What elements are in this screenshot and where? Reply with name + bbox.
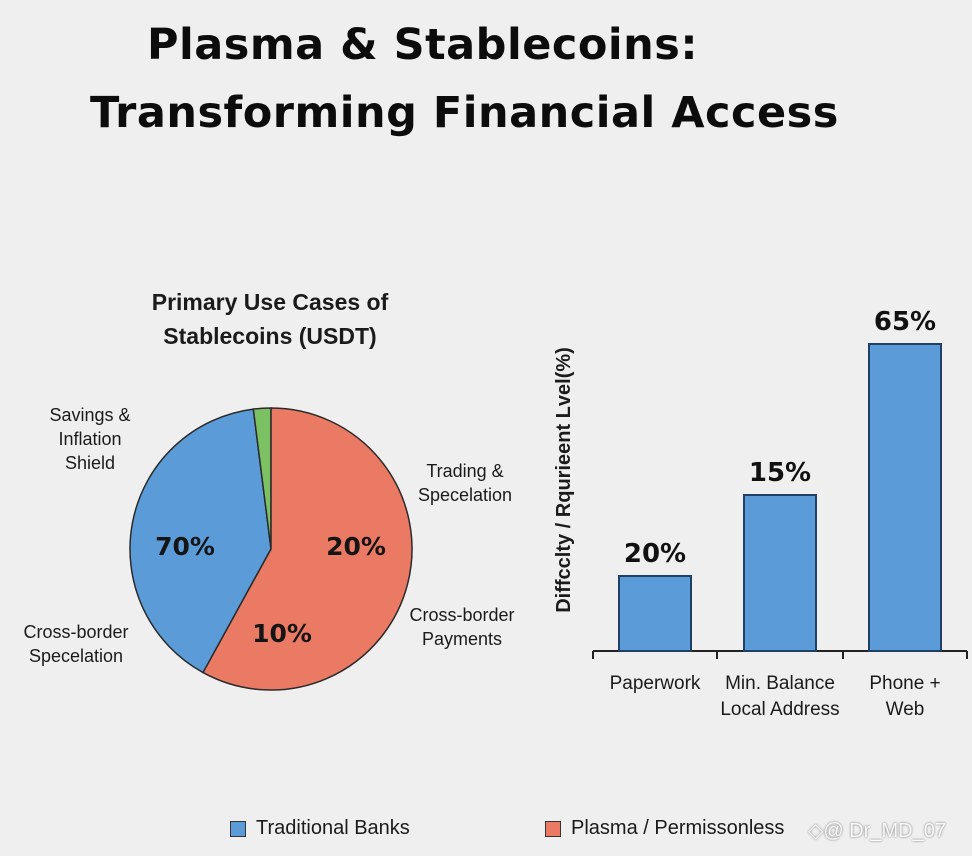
pie-title-line: Stablecoins (USDT) <box>163 323 376 349</box>
pie-title-line: Primary Use Cases of <box>152 289 389 315</box>
pie-outer-label: Cross-border Specelation <box>23 622 128 666</box>
main-title-line-2: Transforming Financial Access <box>90 88 839 138</box>
pie-value-label: 20% <box>326 532 386 561</box>
pie-outer-label-line: Trading & <box>426 461 503 481</box>
legend-label: Plasma / Permissonless <box>571 817 785 839</box>
bar-category-label-line: Web <box>886 699 925 720</box>
pie-outer-label-line: Specelation <box>29 646 123 666</box>
bar-category-label-line: Local Address <box>720 699 839 720</box>
pie-outer-label-line: Cross-border <box>23 622 128 642</box>
pie-outer-label-line: Shield <box>65 453 115 473</box>
bar-value-label: 65% <box>874 307 936 337</box>
pie-outer-label-line: Payments <box>422 629 502 649</box>
pie-outer-label: Cross-border Payments <box>409 605 514 649</box>
bar-y-axis-label: Diffcclty / Rqurieent Lvel(%) <box>553 347 575 613</box>
bar-category-label: Phone + Web <box>869 673 940 720</box>
pie-value-label: 70% <box>155 532 215 561</box>
bar-value-label: 20% <box>624 539 686 569</box>
pie-outer-label-line: Inflation <box>58 429 121 449</box>
legend-item-traditional-banks: Traditional Banks <box>230 817 410 840</box>
legend-item-plasma: Plasma / Permissonless <box>545 817 784 840</box>
bar <box>618 575 692 652</box>
bar-category-label-line: Min. Balance <box>725 673 835 694</box>
bar <box>743 494 817 652</box>
pie-slice-blue <box>129 408 272 674</box>
bar-category-label-line: Phone + <box>869 673 940 694</box>
pie-outer-label-line: Specelation <box>418 485 512 505</box>
legend-swatch <box>545 820 561 837</box>
legend-swatch <box>230 820 246 837</box>
main-title-line-1: Plasma & Stablecoins: <box>147 20 699 70</box>
bar-category-label: Min. Balance Local Address <box>720 673 839 720</box>
pie-outer-label: Trading & Specelation <box>418 461 512 505</box>
pie-slice-red <box>202 407 413 691</box>
legend-label: Traditional Banks <box>256 817 410 839</box>
bar-value-label: 15% <box>749 458 811 488</box>
bar-category-label: Paperwork <box>610 673 701 694</box>
bar-category-label-line: Paperwork <box>610 673 701 694</box>
pie-outer-label-line: Cross-border <box>409 605 514 625</box>
bar <box>868 343 942 652</box>
pie-value-label: 10% <box>252 619 312 648</box>
pie-outer-label: Savings & Inflation Shield <box>49 405 130 473</box>
watermark: ◇@ Dr_MD_07 <box>808 820 946 842</box>
pie-outer-label-line: Savings & <box>49 405 130 425</box>
pie-title: Primary Use Cases of Stablecoins (USDT) <box>152 289 389 349</box>
